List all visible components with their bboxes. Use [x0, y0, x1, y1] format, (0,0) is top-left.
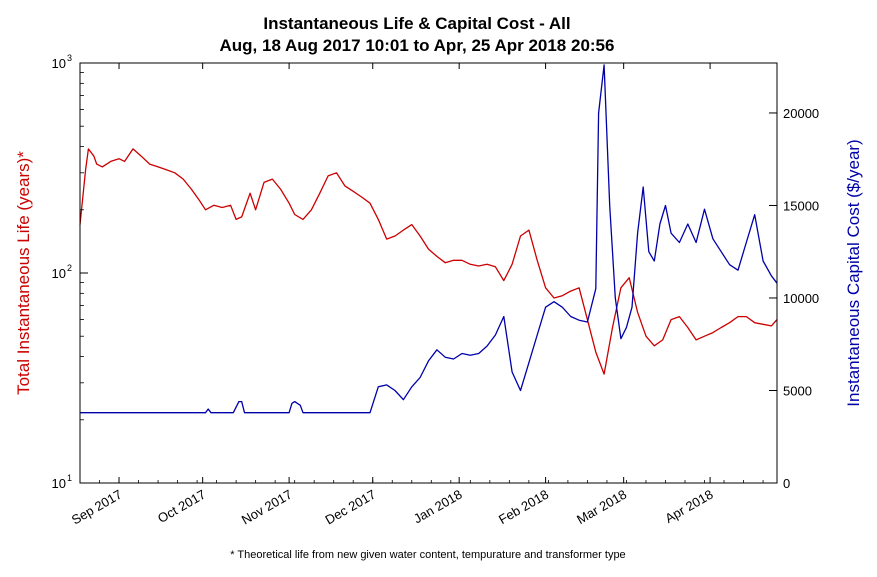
y-left-axis-label: Total Instantaneous Life (years)* [14, 151, 33, 395]
x-tick-label: Dec 2017 [323, 487, 379, 528]
y-right-tick-label: 5000 [783, 383, 812, 398]
y-left-tick-label: 10 [52, 476, 66, 491]
series-line-life [79, 148, 778, 375]
y-left-tick-exponent: 1 [67, 473, 72, 483]
y-left-tick-label: 10 [52, 266, 66, 281]
x-tick-label: Oct 2017 [155, 487, 208, 526]
y-right-tick-label: 10000 [783, 291, 819, 306]
series-layer [79, 64, 778, 414]
x-tick-label: Sep 2017 [69, 487, 125, 528]
series-line-capital-cost [80, 64, 778, 414]
chart-title: Instantaneous Life & Capital Cost - All [263, 14, 570, 33]
chart-footnote: * Theoretical life from new given water … [230, 549, 625, 561]
y-left-tick-exponent: 3 [67, 53, 72, 63]
y-right-axis: 0 5000 10000 15000 20000 [769, 106, 819, 491]
plot-area [80, 63, 777, 483]
y-right-axis-label: Instantaneous Capital Cost ($/year) [844, 139, 863, 406]
x-tick-label: Mar 2018 [574, 487, 629, 527]
y-right-tick-label: 15000 [783, 198, 819, 213]
y-left-tick-label: 10 [52, 56, 66, 71]
x-tick-label: Jan 2018 [411, 487, 465, 527]
y-right-tick-label: 20000 [783, 106, 819, 121]
chart-subtitle: Aug, 18 Aug 2017 10:01 to Apr, 25 Apr 20… [220, 36, 615, 55]
x-tick-label: Apr 2018 [662, 487, 715, 526]
y-left-tick-exponent: 2 [67, 263, 72, 273]
y-right-tick-label: 0 [783, 476, 790, 491]
x-tick-label: Feb 2018 [496, 487, 551, 527]
x-tick-label: Nov 2017 [239, 487, 295, 528]
